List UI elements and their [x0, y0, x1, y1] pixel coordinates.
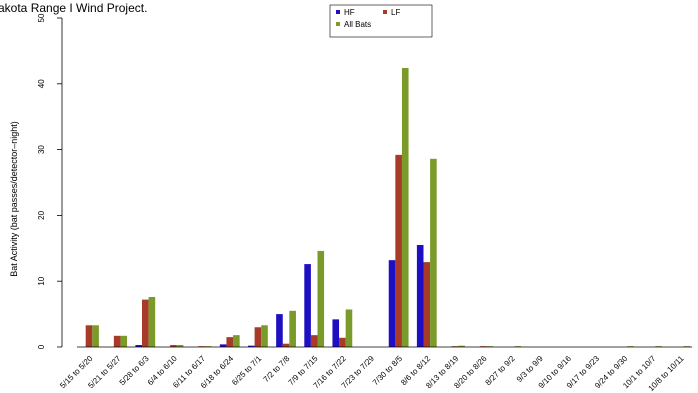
- bar: [416, 245, 424, 347]
- bar: [248, 345, 255, 347]
- bar: [148, 296, 156, 347]
- bar: [276, 314, 283, 347]
- bar: [135, 345, 142, 347]
- y-axis: 0 10 20 30 40 50: [37, 13, 63, 349]
- bar: [401, 68, 409, 347]
- y-axis-label: Bat Activity (bat passes/detector–night): [9, 121, 19, 277]
- bar: [317, 250, 325, 347]
- bar: [254, 327, 262, 347]
- bar: [170, 345, 177, 347]
- y-tick-label: 20: [37, 210, 46, 219]
- bar: [339, 337, 346, 347]
- y-tick-label: 40: [37, 79, 46, 88]
- x-tick-label: 8/27 to 9/2: [484, 354, 517, 387]
- bar: [395, 154, 402, 347]
- y-tick-label: 50: [37, 13, 46, 22]
- bar: [92, 325, 99, 347]
- bar: [233, 335, 240, 347]
- bar: [85, 325, 93, 347]
- bar: [261, 325, 268, 347]
- bar: [388, 260, 396, 347]
- y-tick-label: 0: [37, 344, 46, 349]
- bar: [142, 299, 149, 347]
- bar: [304, 264, 311, 347]
- legend-label: All Bats: [344, 20, 371, 29]
- bar: [423, 262, 431, 347]
- bars-layer: [85, 68, 691, 347]
- legend-box: [329, 4, 433, 38]
- y-tick-label: 10: [37, 276, 46, 285]
- bar: [458, 345, 465, 347]
- legend-label: LF: [391, 8, 400, 17]
- bar: [219, 344, 227, 347]
- legend-swatch: [336, 10, 340, 14]
- bar: [332, 319, 340, 347]
- bar: [289, 310, 296, 347]
- bar: [430, 158, 437, 347]
- x-axis: 5/15 to 5/205/21 to 5/275/28 to 6/36/4 t…: [58, 346, 693, 393]
- bar: [176, 345, 184, 347]
- chart-title: akota Range I Wind Project.: [0, 1, 147, 15]
- bar: [113, 335, 121, 347]
- legend: HF LF All Bats: [329, 4, 433, 38]
- bar: [226, 337, 234, 347]
- y-tick-label: 30: [37, 145, 46, 154]
- bar: [120, 335, 128, 347]
- legend-label: HF: [344, 8, 355, 17]
- legend-swatch: [336, 22, 340, 26]
- bar: [282, 343, 290, 347]
- bar: [345, 309, 353, 347]
- x-tick-label: 6/25 to 7/1: [230, 354, 263, 387]
- legend-swatch: [383, 10, 387, 14]
- bar: [310, 335, 318, 347]
